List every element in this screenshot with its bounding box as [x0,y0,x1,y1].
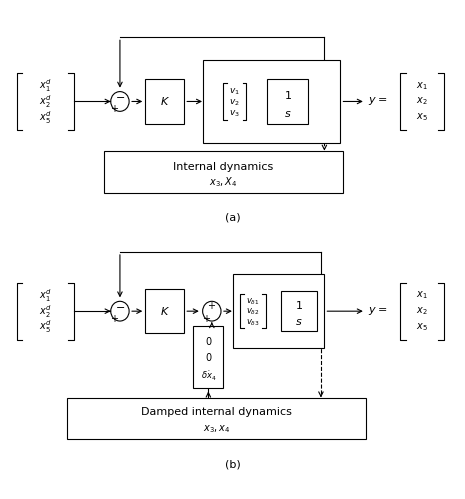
Text: $s$: $s$ [295,317,303,327]
Text: $v_{\delta1}$: $v_{\delta1}$ [246,296,260,306]
Text: $y=$: $y=$ [368,305,387,317]
Text: $0$: $0$ [205,351,212,363]
Text: $x_3, X_4$: $x_3, X_4$ [209,175,238,189]
Text: Damped internal dynamics: Damped internal dynamics [141,407,292,417]
Text: $v_3$: $v_3$ [229,109,240,119]
Text: (b): (b) [225,459,240,469]
Text: $v_2$: $v_2$ [229,97,240,108]
Text: $y=$: $y=$ [368,95,387,107]
Text: $x_1^d$: $x_1^d$ [39,77,52,94]
Text: $+$: $+$ [202,312,211,323]
Text: $\delta\dot{x}_4$: $\delta\dot{x}_4$ [200,370,216,383]
Text: $x_2^d$: $x_2^d$ [39,93,52,110]
Text: $v_{\delta2}$: $v_{\delta2}$ [246,306,260,317]
FancyBboxPatch shape [232,274,325,348]
Text: $v_{\delta3}$: $v_{\delta3}$ [246,317,260,328]
FancyBboxPatch shape [104,151,343,193]
Text: $+$: $+$ [110,312,119,323]
Text: (a): (a) [225,213,240,223]
Text: $x_5$: $x_5$ [416,321,428,333]
Text: $0$: $0$ [205,335,212,347]
FancyBboxPatch shape [145,289,184,333]
Text: $s$: $s$ [284,109,292,119]
Text: $x_1$: $x_1$ [416,289,428,301]
Text: $K$: $K$ [159,305,170,317]
FancyBboxPatch shape [67,398,366,440]
FancyBboxPatch shape [193,326,223,388]
Text: $+$: $+$ [110,103,119,114]
Text: $x_5$: $x_5$ [416,111,428,123]
FancyBboxPatch shape [281,291,318,331]
Text: $+$: $+$ [207,300,216,311]
Text: $x_3, x_4$: $x_3, x_4$ [203,423,230,435]
Text: $x_5^d$: $x_5^d$ [39,318,52,335]
Text: $x_2^d$: $x_2^d$ [39,303,52,319]
Text: $x_1^d$: $x_1^d$ [39,287,52,304]
FancyBboxPatch shape [203,59,340,143]
Text: $x_5^d$: $x_5^d$ [39,109,52,126]
Text: $x_2$: $x_2$ [416,96,428,107]
Text: $K$: $K$ [159,95,170,107]
Text: $-$: $-$ [115,301,125,311]
Text: Internal dynamics: Internal dynamics [173,162,273,172]
FancyBboxPatch shape [145,79,184,124]
Text: $-$: $-$ [115,91,125,101]
Text: $v_1$: $v_1$ [229,86,240,97]
Text: $1$: $1$ [284,89,292,101]
Text: $x_1$: $x_1$ [416,80,428,92]
Text: $x_2$: $x_2$ [416,305,428,317]
FancyBboxPatch shape [267,79,308,124]
Text: $1$: $1$ [295,299,303,311]
